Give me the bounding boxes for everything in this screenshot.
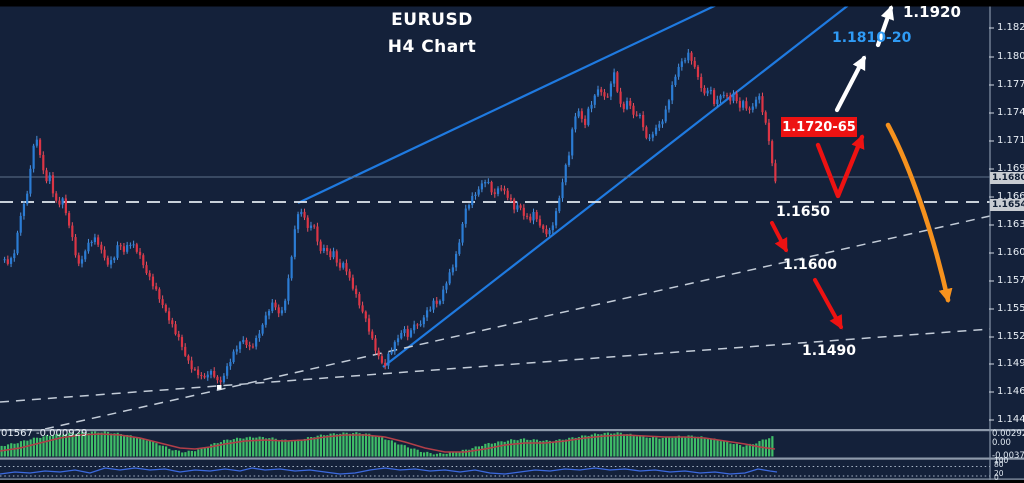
support-trend-flat[interactable] — [0, 328, 991, 403]
oscillator-line — [0, 467, 778, 475]
white-arrow-to-1.1920 — [875, 5, 894, 48]
macd-signal-line — [0, 433, 776, 453]
swing-low-marker — [217, 385, 222, 390]
rising-channel-lower[interactable] — [382, 0, 856, 368]
trendlines-layer — [0, 0, 991, 430]
red-zigzag-to-supply — [815, 134, 865, 199]
red-arrow-to-1.1600 — [770, 221, 788, 253]
support-trend-steep[interactable] — [44, 215, 991, 430]
orange-breakdown-arrow — [885, 122, 953, 303]
red-arrow-to-1.1490 — [813, 278, 843, 330]
candles-layer — [3, 49, 777, 386]
macd-panel[interactable] — [0, 431, 776, 457]
annotation-arrows-layer — [770, 5, 953, 330]
rising-channel-upper[interactable] — [297, 0, 728, 204]
oscillator-panel[interactable] — [0, 466, 990, 477]
white-arrow-to-1.1810 — [834, 55, 867, 113]
